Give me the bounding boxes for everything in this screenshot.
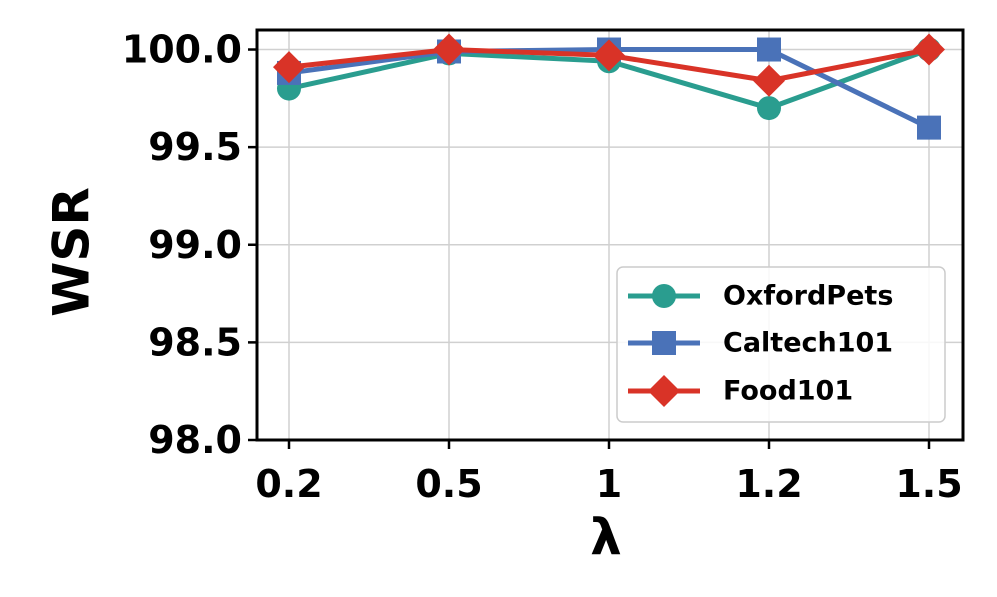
- series-layer: [273, 33, 945, 140]
- data-point-oxfordpets: [757, 96, 781, 121]
- y-tick-label: 99.5: [148, 125, 242, 169]
- x-tick-label: 1.2: [735, 462, 802, 506]
- data-point-food101: [913, 33, 945, 66]
- series-food101: [273, 33, 945, 97]
- y-tick-label: 100.0: [122, 28, 242, 72]
- x-tick-label: 0.2: [255, 462, 322, 506]
- legend-box: [616, 266, 946, 423]
- y-axis-title: WSR: [43, 187, 101, 317]
- y-tick-label: 98.0: [148, 418, 242, 462]
- data-point-caltech101: [917, 115, 941, 140]
- data-point-caltech101: [757, 37, 781, 62]
- legend: OxfordPets Caltech101 Food101: [616, 266, 946, 423]
- data-point-food101: [593, 39, 625, 72]
- legend-marker-food101: [648, 375, 680, 407]
- data-point-food101: [753, 64, 785, 97]
- x-tick-label: 1.5: [895, 462, 962, 506]
- x-tick-label: 0.5: [415, 462, 482, 506]
- data-point-food101: [273, 51, 305, 84]
- y-tick-label: 98.5: [148, 320, 242, 364]
- legend-label-oxfordpets: OxfordPets: [723, 281, 893, 312]
- data-point-food101: [433, 33, 465, 66]
- x-tick-label: 1: [596, 462, 622, 506]
- legend-marker-oxfordpets: [652, 284, 676, 308]
- legend-label-caltech101: Caltech101: [723, 328, 893, 359]
- legend-marker-caltech101: [652, 331, 676, 355]
- ticks: 0.2 0.5 1 1.2 1.5 98.0 98.5 99.0 99.5 100.0: [122, 28, 963, 506]
- legend-label-food101: Food101: [723, 376, 853, 407]
- x-axis-title: λ: [590, 508, 622, 566]
- y-tick-label: 99.0: [148, 223, 242, 267]
